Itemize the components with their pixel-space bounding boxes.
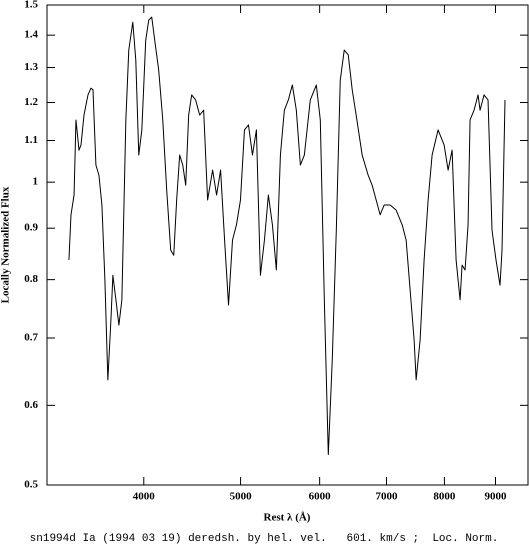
y-tick-label: 1.2 [24,96,38,108]
x-tick-label: 8000 [433,491,456,503]
x-tick-label: 7000 [376,491,399,503]
x-tick-label: 4000 [133,491,156,503]
chart-title: sn1994d Ia (1994 03 19) deredsh. by hel.… [30,533,499,545]
y-tick-label: 1.1 [24,134,38,146]
x-tick-label: 9000 [485,491,508,503]
y-tick-label: 1.3 [24,61,38,73]
x-axis-label: Rest λ (Å) [264,512,311,524]
y-tick-label: 0.8 [24,273,38,285]
plot-frame [46,4,529,486]
y-tick-label: 0.6 [24,399,38,411]
spectrum-line [68,16,506,456]
y-tick-label: 1.4 [24,29,38,41]
y-tick-label: 0.5 [24,479,38,491]
x-tick-label: 5000 [230,491,253,503]
x-tick-label: 6000 [309,491,332,503]
y-tick-label: 0.9 [24,222,38,234]
y-axis-label: Locally Normalized Flux [0,186,12,303]
y-tick-label: 1 [33,176,39,188]
y-tick-label: 0.7 [24,332,38,344]
y-tick-label: 1.5 [24,0,38,11]
